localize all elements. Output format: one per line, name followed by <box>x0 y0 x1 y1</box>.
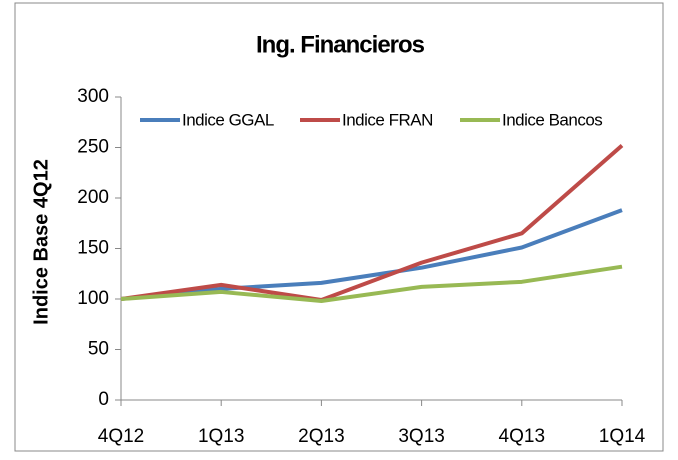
chart-border <box>14 2 664 452</box>
chart-title: Ing. Financieros <box>256 31 425 58</box>
line-series <box>120 143 624 303</box>
y-tick-label: 200 <box>77 187 109 208</box>
x-tick-label: 4Q12 <box>98 426 144 447</box>
line-series <box>120 208 623 301</box>
line-series <box>120 264 623 304</box>
x-tick-label: 1Q14 <box>599 426 646 447</box>
y-tick-label: 100 <box>77 288 109 309</box>
x-tick-label: 3Q13 <box>398 426 444 447</box>
legend-label: Indice Bancos <box>502 110 602 129</box>
y-tick-label: 300 <box>77 86 109 107</box>
y-axis-label: Indice Base 4Q12 <box>30 159 52 325</box>
y-tick-label: 0 <box>98 389 109 410</box>
x-tick-label: 2Q13 <box>298 426 344 447</box>
legend-label: Indice GGAL <box>182 110 274 129</box>
x-tick-label: 1Q13 <box>198 426 244 447</box>
legend-label: Indice FRAN <box>342 110 433 129</box>
y-tick-label: 50 <box>88 339 109 360</box>
y-tick-label: 250 <box>77 137 109 158</box>
x-tick-label: 4Q13 <box>499 426 545 447</box>
y-tick-label: 150 <box>77 238 109 259</box>
